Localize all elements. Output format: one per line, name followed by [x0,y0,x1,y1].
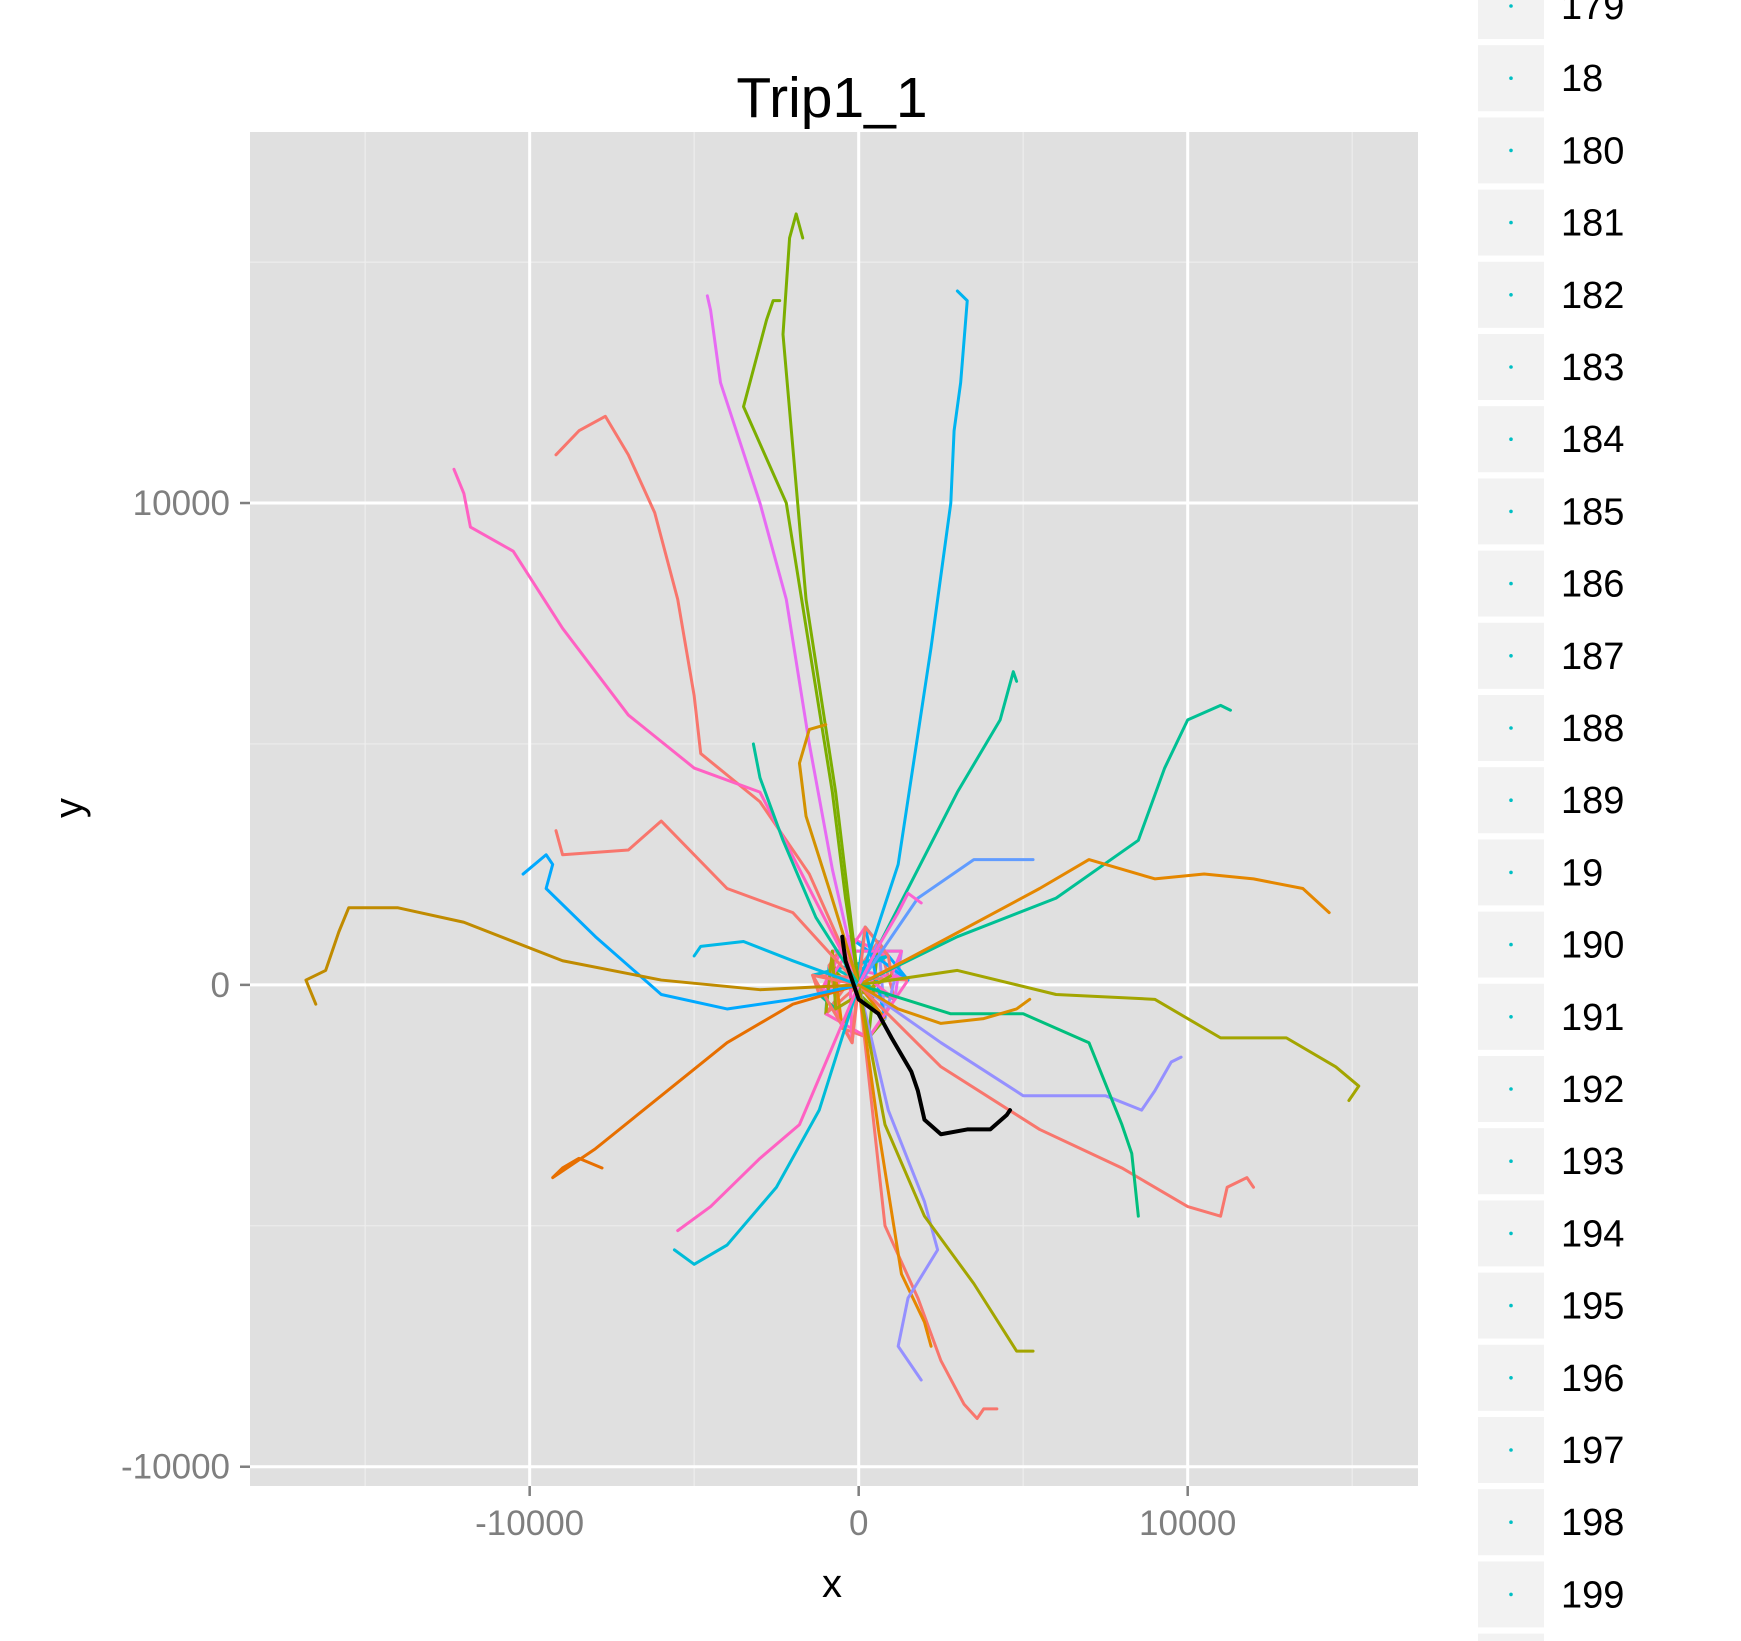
legend-label: 182 [1561,275,1624,317]
legend-key-dot [1509,509,1513,514]
x-tick-label: 10000 [1139,1504,1236,1543]
x-tick-label: 0 [849,1504,868,1543]
highlight-trajectory-line [840,934,1013,1137]
legend-key-dot [1509,1159,1513,1163]
legend-label: 179 [1561,0,1624,28]
trajectory-line [857,703,1232,987]
legend-label: 198 [1561,1502,1624,1544]
legend-label: 186 [1561,564,1624,606]
legend-label: 193 [1561,1141,1624,1183]
legend-key-dot [1509,1520,1513,1524]
legend-key-dot [1509,870,1513,875]
trajectory-line [797,723,861,987]
legend-key-dot [1509,1303,1513,1308]
trajectory-line [857,289,969,987]
legend-label: 199 [1561,1574,1624,1616]
legend-label: 18 [1561,58,1603,100]
trajectory-line [857,983,1183,1112]
cluster-trajectory [811,970,861,1045]
legend: 179 18 180 181 182 183 184 185 186 187 188 189 19 190… [1478,0,1624,1641]
legend-key-dot [1509,293,1513,297]
trajectory-line [857,983,1140,1218]
legend-label: 180 [1561,130,1624,172]
legend-key-dot [1509,942,1513,947]
trajectory-line [857,983,1035,1353]
trajectory-line [751,742,861,987]
legend-label: 189 [1561,780,1624,822]
legend-label: 191 [1561,997,1624,1039]
legend-key [1478,1633,1544,1641]
trajectory-line [692,940,861,987]
trajectory-line [781,212,861,987]
legend-label: 197 [1561,1430,1624,1472]
trajectory-line [857,983,1255,1218]
trajectory-lines [304,212,1361,1421]
y-tick-label: 0 [211,966,230,1005]
trajectory-line [554,819,861,987]
trajectory-line [857,983,933,1348]
legend-label: 181 [1561,203,1624,245]
legend-key-dot [1509,1015,1513,1019]
trajectory-line [857,858,1035,987]
legend-label: 195 [1561,1286,1624,1328]
legend-label: 185 [1561,491,1624,533]
legend-key-dot [1509,1087,1513,1091]
y-tick-label: 10000 [133,484,230,523]
legend-label: 192 [1561,1069,1624,1111]
legend-key-dot [1509,148,1513,153]
legend-key-dot [1509,76,1513,80]
axes: -10000 0 10000 -10000 0 10000 [121,484,1236,1543]
trajectory-line [672,983,861,1266]
trajectory-line [857,891,923,987]
trajectory-line [857,983,999,1421]
chart-title: Trip1_1 [736,66,927,130]
x-tick-label: -10000 [475,1504,584,1543]
y-axis-title: y [47,798,91,818]
trajectory-line [551,983,861,1180]
trajectory-line [521,853,861,1011]
legend-label: 184 [1561,419,1624,461]
legend-key-dot [1509,798,1513,802]
trajectory-line [857,670,1019,987]
legend-key-dot [1509,365,1513,369]
legend-key-dot [1509,1376,1513,1380]
legend-label: 194 [1561,1213,1624,1255]
legend-label: 188 [1561,708,1624,750]
trajectory-line [857,983,940,1382]
trajectory-line [676,983,861,1233]
legend-label: 19 [1561,852,1603,894]
legend-label: 183 [1561,347,1624,389]
legend-key-dot [1509,220,1513,225]
trajectory-line [304,906,861,1006]
highlight-trajectory [840,934,1013,1137]
legend-label: 190 [1561,925,1624,967]
legend-key-dot [1509,726,1513,730]
legend-key-dot [1509,1592,1513,1597]
legend-key-dot [1509,654,1513,658]
trajectory-line [857,858,1331,987]
legend-label: 187 [1561,636,1624,678]
trajectory-line [857,983,1032,1025]
trajectory-line [452,467,861,987]
grid-lines [250,132,1418,1486]
y-tick-label: -10000 [121,1448,230,1487]
trajectory-line [705,294,861,987]
legend-key-dot [1509,1231,1513,1236]
legend-label: 196 [1561,1358,1624,1400]
trajectory-line [857,968,1361,1103]
legend-key-dot [1509,437,1513,442]
legend-key-dot [1509,4,1513,8]
legend-key-dot [1509,1448,1513,1452]
x-axis-title: x [822,1562,842,1606]
legend-key-dot [1509,581,1513,586]
trajectory-line [742,299,861,987]
